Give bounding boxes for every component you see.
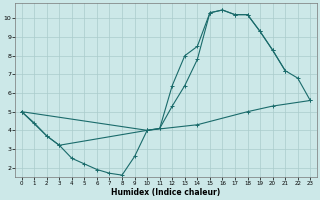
X-axis label: Humidex (Indice chaleur): Humidex (Indice chaleur)	[111, 188, 220, 197]
